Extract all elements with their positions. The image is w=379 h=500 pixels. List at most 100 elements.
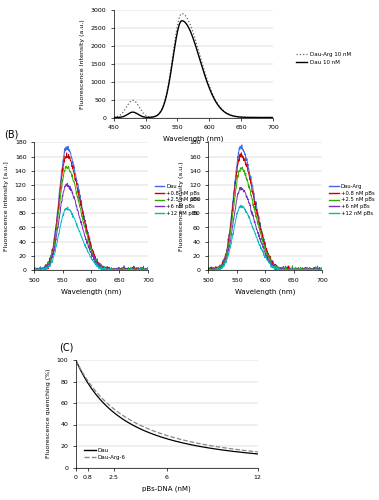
Line: +12 nM pBs: +12 nM pBs — [34, 207, 148, 270]
+12 nM pBs — [320, 266, 324, 272]
Dau-Arg 10 nM — [205, 78, 210, 84]
Dau — [74, 358, 79, 364]
Legend: Dau, +0.8 nM pBs, +2.5 nM pBs, +6 nM pBs, +12 nM pBs: Dau, +0.8 nM pBs, +2.5 nM pBs, +6 nM pBs… — [153, 182, 202, 218]
Dau — [181, 440, 186, 446]
Dau-Arg — [278, 267, 282, 273]
+12 nM pBs — [252, 226, 256, 232]
Dau-Arg 10 nM — [180, 10, 184, 16]
+6 nM pBs — [114, 266, 119, 272]
Line: +0.8 nM pBs: +0.8 nM pBs — [34, 153, 148, 270]
+2.5 nM pBs — [244, 176, 248, 182]
Dau-Arg — [252, 191, 256, 197]
+12 nM pBs — [114, 267, 119, 273]
X-axis label: Wavelength (nm): Wavelength (nm) — [235, 288, 296, 294]
+12 nM pBs — [220, 266, 224, 272]
Dau — [46, 262, 50, 268]
Dau-Arg — [206, 267, 211, 273]
Line: Dau: Dau — [76, 360, 258, 454]
Dau — [146, 266, 150, 272]
Dau 10 nM — [271, 114, 275, 120]
+6 nM pBs — [65, 180, 70, 186]
Line: +2.5 nM pBs: +2.5 nM pBs — [208, 167, 322, 270]
Dau-Arg 10 nM — [139, 108, 144, 114]
+12 nM pBs — [146, 267, 150, 273]
+2.5 nM pBs — [46, 260, 50, 266]
+6 nM pBs — [238, 184, 242, 190]
+6 nM pBs — [115, 267, 119, 273]
Dau-Arg-6 — [182, 437, 186, 443]
Dau — [255, 451, 260, 457]
+12 nM pBs — [243, 208, 248, 214]
Dau 10 nM — [139, 114, 144, 119]
+0.8 nM pBs — [220, 260, 225, 266]
+2.5 nM pBs — [320, 267, 324, 273]
Dau — [32, 267, 37, 273]
+0.8 nM pBs — [206, 264, 211, 270]
+12 nM pBs — [206, 267, 211, 273]
+2.5 nM pBs — [206, 265, 211, 271]
+2.5 nM pBs — [32, 267, 36, 273]
+2.5 nM pBs — [252, 204, 256, 210]
Dau 10 nM — [180, 18, 184, 24]
+0.8 nM pBs — [290, 267, 294, 273]
+2.5 nM pBs — [69, 172, 74, 178]
Dau — [185, 441, 190, 447]
Dau — [115, 265, 120, 271]
Y-axis label: Fluorescence quenching (%): Fluorescence quenching (%) — [46, 369, 51, 458]
Dau — [74, 357, 78, 363]
+0.8 nM pBs — [77, 194, 82, 200]
+6 nM pBs — [252, 216, 256, 222]
Line: Dau 10 nM: Dau 10 nM — [114, 21, 273, 117]
Dau-Arg 10 nM — [152, 114, 157, 119]
+6 nM pBs — [103, 267, 108, 273]
+2.5 nM pBs — [240, 164, 244, 170]
Text: (C): (C) — [59, 343, 73, 353]
Dau 10 nM — [232, 113, 236, 119]
Dau-Arg-6 — [74, 358, 79, 364]
Dau — [104, 266, 108, 272]
+0.8 nM pBs — [320, 267, 324, 273]
X-axis label: pBs-DNA (nM): pBs-DNA (nM) — [143, 486, 191, 492]
+2.5 nM pBs — [66, 163, 71, 169]
+2.5 nM pBs — [115, 266, 120, 272]
+2.5 nM pBs — [278, 266, 283, 272]
Dau-Arg — [240, 142, 244, 148]
+0.8 nM pBs — [207, 267, 211, 273]
Dau 10 nM — [218, 105, 222, 111]
+2.5 nM pBs — [207, 267, 211, 273]
+6 nM pBs — [320, 266, 324, 272]
+12 nM pBs — [33, 267, 38, 273]
Y-axis label: Fluorescence Intensity (a.u.): Fluorescence Intensity (a.u.) — [80, 19, 85, 108]
+12 nM pBs — [66, 204, 70, 210]
+2.5 nM pBs — [146, 267, 150, 273]
Dau-Arg — [289, 267, 294, 273]
+0.8 nM pBs — [114, 267, 119, 273]
+0.8 nM pBs — [32, 267, 36, 273]
+6 nM pBs — [278, 266, 282, 272]
+12 nM pBs — [278, 266, 282, 272]
+12 nM pBs — [69, 212, 74, 218]
X-axis label: Wavelength (nm): Wavelength (nm) — [163, 136, 224, 142]
Dau — [77, 193, 82, 199]
+6 nM pBs — [45, 264, 50, 270]
+0.8 nM pBs — [252, 197, 256, 203]
+2.5 nM pBs — [290, 267, 294, 273]
Line: +0.8 nM pBs: +0.8 nM pBs — [208, 153, 322, 270]
+6 nM pBs — [289, 267, 294, 273]
Line: Dau-Arg: Dau-Arg — [208, 145, 322, 270]
+12 nM pBs — [104, 267, 108, 273]
Dau-Arg 10 nM — [111, 114, 116, 120]
+2.5 nM pBs — [289, 266, 293, 272]
Y-axis label: Fluorescence intensity [a.u.]: Fluorescence intensity [a.u.] — [4, 162, 9, 251]
Legend: Dau, Dau-Arg-6: Dau, Dau-Arg-6 — [82, 446, 128, 462]
+2.5 nM pBs — [32, 267, 37, 273]
Dau — [114, 266, 119, 272]
Text: (B): (B) — [4, 130, 18, 140]
Dau — [182, 440, 186, 446]
Dau 10 nM — [184, 20, 188, 26]
+12 nM pBs — [288, 267, 293, 273]
Line: Dau: Dau — [34, 146, 148, 270]
Dau-Arg-6 — [185, 438, 190, 444]
+0.8 nM pBs — [289, 265, 293, 271]
+2.5 nM pBs — [114, 266, 119, 272]
